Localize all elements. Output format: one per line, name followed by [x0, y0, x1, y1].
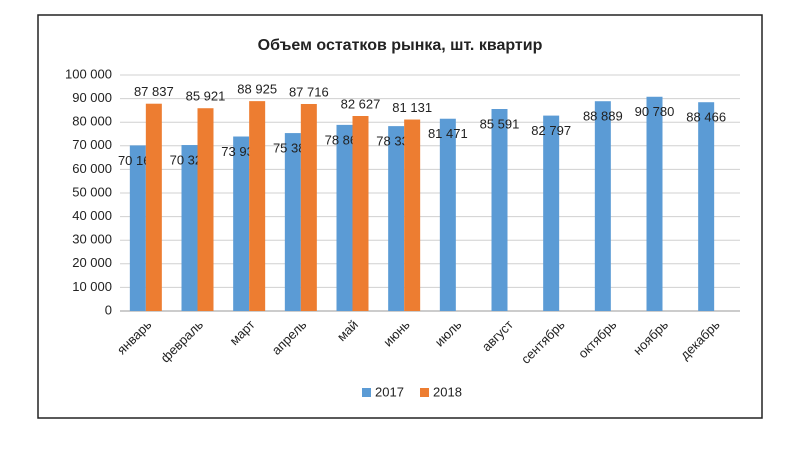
y-tick-label: 80 000 [72, 114, 112, 129]
data-label: 85 921 [186, 89, 226, 104]
data-label: 87 716 [289, 84, 329, 99]
data-label: 82 627 [341, 96, 381, 111]
data-label: 90 780 [635, 104, 675, 119]
bar [181, 145, 198, 311]
data-label: 81 471 [428, 126, 468, 141]
bar [284, 133, 301, 311]
y-tick-label: 90 000 [72, 90, 112, 105]
data-label: 85 591 [480, 116, 520, 131]
data-label: 88 889 [583, 109, 623, 124]
bar [129, 145, 146, 311]
legend-swatch [420, 388, 429, 397]
y-tick-label: 0 [105, 302, 112, 317]
chart-title: Объем остатков рынка, шт. квартир [258, 37, 543, 54]
y-tick-label: 40 000 [72, 208, 112, 223]
data-label: 88 925 [237, 82, 277, 97]
bar [352, 116, 369, 312]
data-label: 81 131 [392, 100, 432, 115]
y-tick-label: 30 000 [72, 232, 112, 247]
bar [543, 115, 560, 311]
data-label: 88 466 [686, 110, 726, 125]
y-tick-label: 60 000 [72, 161, 112, 176]
bar [491, 109, 508, 311]
legend-label: 2018 [433, 384, 462, 399]
bar [197, 108, 214, 311]
bar [698, 102, 715, 311]
bar [646, 96, 663, 311]
data-label: 82 797 [531, 123, 571, 138]
y-tick-label: 20 000 [72, 255, 112, 270]
y-tick-label: 10 000 [72, 279, 112, 294]
data-label: 87 837 [134, 84, 174, 99]
y-tick-label: 50 000 [72, 184, 112, 199]
bar [404, 119, 421, 311]
bar [249, 101, 266, 312]
bar [145, 103, 162, 311]
y-tick-label: 100 000 [65, 66, 112, 81]
legend-label: 2017 [375, 384, 404, 399]
bar [233, 136, 250, 311]
bar [594, 101, 611, 312]
y-tick-label: 70 000 [72, 137, 112, 152]
bar [300, 103, 317, 312]
bar [388, 126, 405, 311]
legend-swatch [362, 388, 371, 397]
bar [439, 118, 456, 311]
bar [336, 124, 353, 312]
